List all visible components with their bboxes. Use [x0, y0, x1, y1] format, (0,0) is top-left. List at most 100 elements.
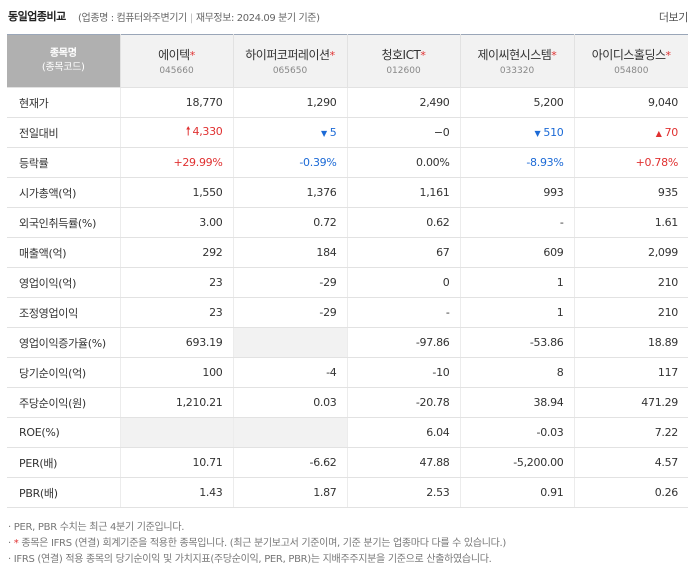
- cell-value: 38.94: [533, 396, 564, 409]
- ifrs-star-icon: *: [329, 49, 336, 62]
- up-triangle-icon: ▲: [655, 129, 662, 138]
- table-row: 외국인취득률(%) 3.00 0.72 0.62 - 1.61: [7, 207, 688, 238]
- table-cell: 0.26: [573, 477, 688, 508]
- table-row: 영업이익증가율(%) 693.19 -97.86 -53.86 18.89: [7, 327, 688, 358]
- footnote-net-income: · IFRS (연결) 적용 종목의 당기순이익 및 가치지표(주당순이익, P…: [8, 554, 492, 565]
- row-label: 시가총액(억): [7, 177, 120, 208]
- cell-value: +29.99%: [173, 156, 223, 169]
- cell-value: 9,040: [648, 96, 678, 109]
- table-cell: 0.03: [232, 387, 347, 418]
- table-cell: [232, 417, 347, 448]
- industry-name: 업종명 : 컴퓨터와주변기기: [81, 13, 188, 24]
- down-triangle-icon: ▼: [534, 129, 541, 138]
- cell-value: 47.88: [419, 456, 450, 469]
- company-header-1[interactable]: 에이텍* 045660: [120, 34, 234, 88]
- row-label: 영업이익(억): [7, 267, 120, 298]
- cell-value: -6.62: [309, 456, 337, 469]
- row-label: 영업이익증가율(%): [7, 327, 120, 358]
- table-cell: -29: [232, 267, 347, 298]
- cell-value: -4: [326, 366, 337, 379]
- company-name[interactable]: 아이디스홀딩스: [591, 48, 666, 62]
- section-header: 동일업종비교 (업종명 : 컴퓨터와주변기기 | 재무정보: 2024.09 분기 …: [8, 8, 688, 28]
- ifrs-star-icon: *: [189, 49, 196, 62]
- table-cell: 18.89: [573, 327, 688, 358]
- table-header-row: 종목명 (종목코드) 에이텍* 045660 하이퍼코퍼레이션* 065650 청호IC…: [7, 34, 688, 88]
- cell-value: 609: [543, 246, 564, 259]
- row-label: 외국인취득률(%): [7, 207, 120, 238]
- company-header-3[interactable]: 청호ICT* 012600: [347, 34, 461, 88]
- company-name[interactable]: 에이텍: [158, 48, 190, 62]
- subtitle-separator: |: [189, 13, 193, 24]
- table-cell: 0.91: [459, 477, 574, 508]
- cell-value: -29: [319, 276, 337, 289]
- cell-value: -8.93%: [526, 156, 564, 169]
- table-cell: 0.62: [346, 207, 460, 238]
- cell-value: 0.26: [654, 486, 679, 499]
- row-label: 등락률: [7, 147, 120, 178]
- table-row: 전일대비 🠕 4,330 ▼ 5 −0 ▼ 510 ▲ 70: [7, 117, 688, 148]
- company-name[interactable]: 청호ICT: [381, 48, 421, 62]
- cell-value: 10.71: [192, 456, 223, 469]
- down-triangle-icon: ▼: [320, 129, 327, 138]
- table-cell: -29: [232, 297, 347, 328]
- company-code: 033320: [499, 66, 535, 76]
- company-header-4[interactable]: 제이씨현시스템* 033320: [460, 34, 575, 88]
- cell-value: -0.03: [536, 426, 564, 439]
- cell-value: 1,210.21: [175, 396, 223, 409]
- cell-value: 2,490: [419, 96, 450, 109]
- more-link[interactable]: 더보기: [658, 11, 689, 24]
- table-cell: +29.99%: [119, 147, 233, 178]
- table-cell: 1,376: [232, 177, 347, 208]
- table-cell: 🠕 4,330: [119, 117, 233, 148]
- cell-value: 100: [202, 366, 223, 379]
- footnotes: · PER, PBR 수치는 최근 4분기 기준입니다. · * 종목은 IFR…: [8, 520, 506, 568]
- header-label-sub: (종목코드): [41, 62, 85, 73]
- table-row: PER(배) 10.71 -6.62 47.88 -5,200.00 4.57: [7, 447, 688, 478]
- row-label: PBR(배): [7, 477, 120, 508]
- row-label: 매출액(억): [7, 237, 120, 268]
- table-cell: 1.61: [573, 207, 688, 238]
- cell-value: 2,099: [648, 246, 678, 259]
- table-row: 등락률 +29.99% -0.39% 0.00% -8.93% +0.78%: [7, 147, 688, 178]
- table-cell: 471.29: [573, 387, 688, 418]
- ifrs-star-icon: *: [420, 49, 426, 62]
- table-cell: 67: [346, 237, 460, 268]
- company-header-2[interactable]: 하이퍼코퍼레이션* 065650: [233, 34, 348, 88]
- cell-value: 2.53: [426, 486, 450, 499]
- table-cell: -53.86: [459, 327, 574, 358]
- company-code: 012600: [386, 66, 421, 76]
- table-cell: 693.19: [119, 327, 233, 358]
- cell-value: 0.62: [426, 216, 450, 229]
- cell-value: 5: [329, 126, 337, 139]
- table-cell: 23: [119, 267, 233, 298]
- table-cell: 1,210.21: [119, 387, 233, 418]
- cell-value: 1: [556, 276, 564, 289]
- cell-value: -5,200.00: [513, 456, 564, 469]
- header-label: 종목명: [49, 48, 77, 59]
- table-cell: [119, 417, 233, 448]
- table-cell: -8.93%: [459, 147, 574, 178]
- cell-value: 4,330: [192, 125, 223, 138]
- cell-value: 1.61: [654, 216, 679, 229]
- header-label-cell: 종목명 (종목코드): [7, 34, 121, 88]
- table-cell: ▲ 70: [573, 117, 688, 148]
- table-cell: 6.04: [346, 417, 460, 448]
- company-name[interactable]: 하이퍼코퍼레이션: [245, 48, 330, 62]
- cell-value: 0.03: [313, 396, 337, 409]
- row-label: 조정영업이익: [7, 297, 120, 328]
- table-cell: +0.78%: [573, 147, 688, 178]
- table-cell: 1: [459, 267, 574, 298]
- table-cell: -0.39%: [232, 147, 347, 178]
- table-cell: 0.00%: [346, 147, 460, 178]
- cell-value: -20.78: [415, 396, 450, 409]
- company-name[interactable]: 제이씨현시스템: [477, 48, 552, 62]
- table-cell: 47.88: [346, 447, 460, 478]
- cell-value: -97.86: [415, 336, 450, 349]
- row-label: 현재가: [7, 87, 120, 118]
- company-header-5[interactable]: 아이디스홀딩스* 054800: [574, 34, 688, 88]
- table-cell: 3.00: [119, 207, 233, 238]
- cell-value: 471.29: [641, 396, 678, 409]
- cell-value: -: [445, 306, 450, 319]
- table-row: 주당순이익(원) 1,210.21 0.03 -20.78 38.94 471.29: [7, 387, 688, 418]
- cell-value: 0.72: [313, 216, 337, 229]
